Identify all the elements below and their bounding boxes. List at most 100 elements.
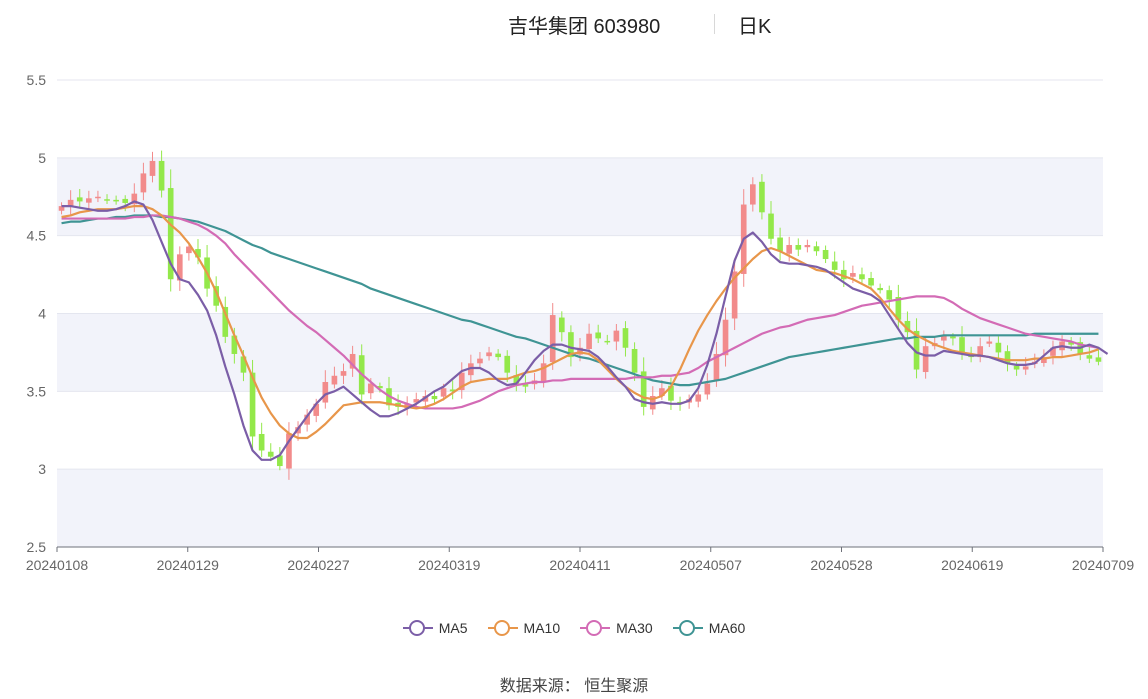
candle-body xyxy=(122,198,129,203)
candle-body xyxy=(1095,357,1102,362)
candle-body xyxy=(868,278,874,286)
y-tick-label: 3 xyxy=(38,461,46,477)
candle-body xyxy=(749,184,756,205)
candle-body xyxy=(113,199,119,202)
candle-body xyxy=(704,383,711,395)
ma5-line xyxy=(61,200,1109,461)
candle-body xyxy=(322,381,329,403)
legend-marker-icon xyxy=(672,620,703,636)
candle-body xyxy=(731,271,738,319)
title-divider xyxy=(714,14,715,34)
candle-body xyxy=(477,358,483,364)
candle-body xyxy=(640,371,647,407)
candle-body xyxy=(604,340,611,343)
candle-body xyxy=(158,160,165,191)
candle-body xyxy=(895,296,902,320)
candle-body xyxy=(1068,341,1074,345)
candle-body xyxy=(586,333,592,349)
candle-body xyxy=(468,363,474,376)
period-label: 日K xyxy=(738,16,772,38)
x-tick-label: 20240411 xyxy=(549,557,610,573)
candle-body xyxy=(195,249,201,258)
candle-body xyxy=(67,199,74,207)
candle-body xyxy=(1013,365,1020,370)
candle-body xyxy=(886,290,893,300)
x-tick-label: 20240528 xyxy=(810,557,873,573)
candle-body xyxy=(759,181,765,213)
y-tick-label: 4.5 xyxy=(27,228,47,244)
legend-item-ma30[interactable]: MA30 xyxy=(580,620,653,636)
candle-body xyxy=(486,352,492,357)
x-tick-label: 20240709 xyxy=(1072,557,1135,573)
candle-body xyxy=(613,330,620,342)
chart-header: 吉华集团 603980 日K xyxy=(0,8,1148,38)
candle-body xyxy=(859,274,865,280)
candle-body xyxy=(231,335,238,354)
y-tick-label: 2.5 xyxy=(27,539,47,555)
candle-body xyxy=(558,317,565,333)
candle-body xyxy=(959,337,965,353)
candle-body xyxy=(267,451,274,457)
candle-body xyxy=(504,355,511,373)
x-tick-label: 20240227 xyxy=(287,557,350,573)
candle-body xyxy=(413,399,420,403)
candle-body xyxy=(795,245,802,250)
candle-body xyxy=(668,385,674,401)
candle-body xyxy=(340,371,347,376)
candle-body xyxy=(1041,357,1047,364)
legend-marker-icon xyxy=(580,620,611,636)
legend-item-ma60[interactable]: MA60 xyxy=(672,620,746,636)
candle-body xyxy=(331,375,338,385)
candle-body xyxy=(513,375,520,384)
candle-body xyxy=(104,199,110,201)
candle-body xyxy=(431,396,438,400)
candle-body xyxy=(950,336,956,339)
candle-body xyxy=(440,388,447,397)
legend-label: MA30 xyxy=(616,620,653,636)
candle-body xyxy=(622,328,629,348)
y-tick-label: 5.5 xyxy=(27,72,47,88)
candle-body xyxy=(286,433,292,469)
grid-band xyxy=(57,157,1103,236)
legend-marker-icon xyxy=(402,620,433,636)
legend-item-ma5[interactable]: MA5 xyxy=(402,620,468,636)
legend-marker-icon xyxy=(487,620,518,636)
candle-body xyxy=(813,246,820,252)
candle-body xyxy=(904,320,911,333)
candle-body xyxy=(458,372,465,391)
candle-body xyxy=(986,341,993,344)
candle-body xyxy=(186,246,192,254)
x-tick-label: 20240507 xyxy=(680,557,743,573)
candle-body xyxy=(777,237,783,252)
candle-body xyxy=(977,346,984,358)
candle-body xyxy=(1004,351,1011,364)
candle-body xyxy=(176,254,183,281)
candle-body xyxy=(131,193,138,205)
candle-body xyxy=(877,287,883,291)
candle-body xyxy=(1022,366,1029,370)
candle-body xyxy=(577,347,583,355)
candle-body xyxy=(922,346,929,373)
candle-body xyxy=(304,414,310,425)
candle-body xyxy=(58,206,65,211)
legend-label: MA60 xyxy=(708,620,746,636)
candle-body xyxy=(850,273,856,277)
x-tick-label: 20240619 xyxy=(941,557,1004,573)
candle-body xyxy=(277,455,283,467)
x-tick-label: 20240129 xyxy=(157,557,220,573)
candle-body xyxy=(722,319,729,356)
candle-body xyxy=(941,335,947,341)
candle-body xyxy=(768,213,774,239)
candle-body xyxy=(495,353,501,358)
legend-item-ma10[interactable]: MA10 xyxy=(487,620,560,636)
candle-body xyxy=(449,389,456,392)
y-tick-label: 4 xyxy=(38,306,46,322)
x-tick-label: 20240319 xyxy=(418,557,481,573)
candle-body xyxy=(213,286,219,306)
candle-body xyxy=(568,332,574,358)
candle-body xyxy=(76,197,83,202)
candle-body xyxy=(549,315,556,363)
candlestick-chart: 2.5 3 3.5 4 4.5 5 5.5 20240108 20240129 20240227 2… xyxy=(26,72,1135,573)
candle-body xyxy=(522,383,529,387)
candle-body xyxy=(804,245,811,248)
